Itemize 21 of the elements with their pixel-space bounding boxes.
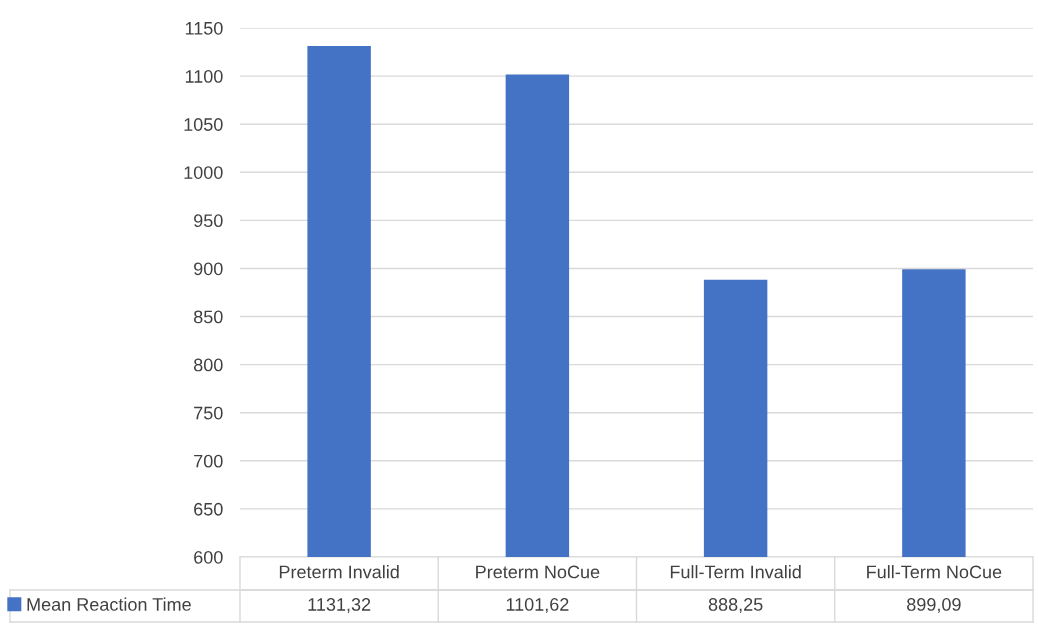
x-tick-label: Preterm NoCue: [476, 565, 600, 579]
y-tick-label: 900: [194, 262, 223, 276]
x-tick-label: Preterm Invalid: [279, 565, 399, 579]
y-tick-label: 850: [194, 310, 223, 324]
data-label: 1101,62: [506, 598, 569, 613]
y-tick-label: 1150: [185, 21, 223, 35]
y-tick-label: 950: [194, 214, 223, 228]
y-tick-label: 700: [194, 454, 223, 468]
y-tick-label: 600: [194, 550, 223, 564]
data-label: 1131,32: [308, 598, 371, 613]
data-label: 899,09: [907, 598, 961, 613]
y-tick-label: 1050: [184, 118, 223, 131]
y-tick-label: 650: [194, 502, 223, 516]
y-tick-label: 1000: [184, 166, 223, 179]
x-tick-label: Full-Term NoCue: [867, 565, 1002, 579]
data-label: 888,25: [708, 598, 763, 613]
x-tick-label: Full-Term Invalid: [670, 565, 801, 579]
y-tick-label: 1100: [185, 70, 223, 83]
y-tick-label: 750: [194, 406, 223, 420]
legend-label: Mean Reaction Time: [27, 597, 191, 611]
y-tick-label: 800: [194, 358, 223, 372]
